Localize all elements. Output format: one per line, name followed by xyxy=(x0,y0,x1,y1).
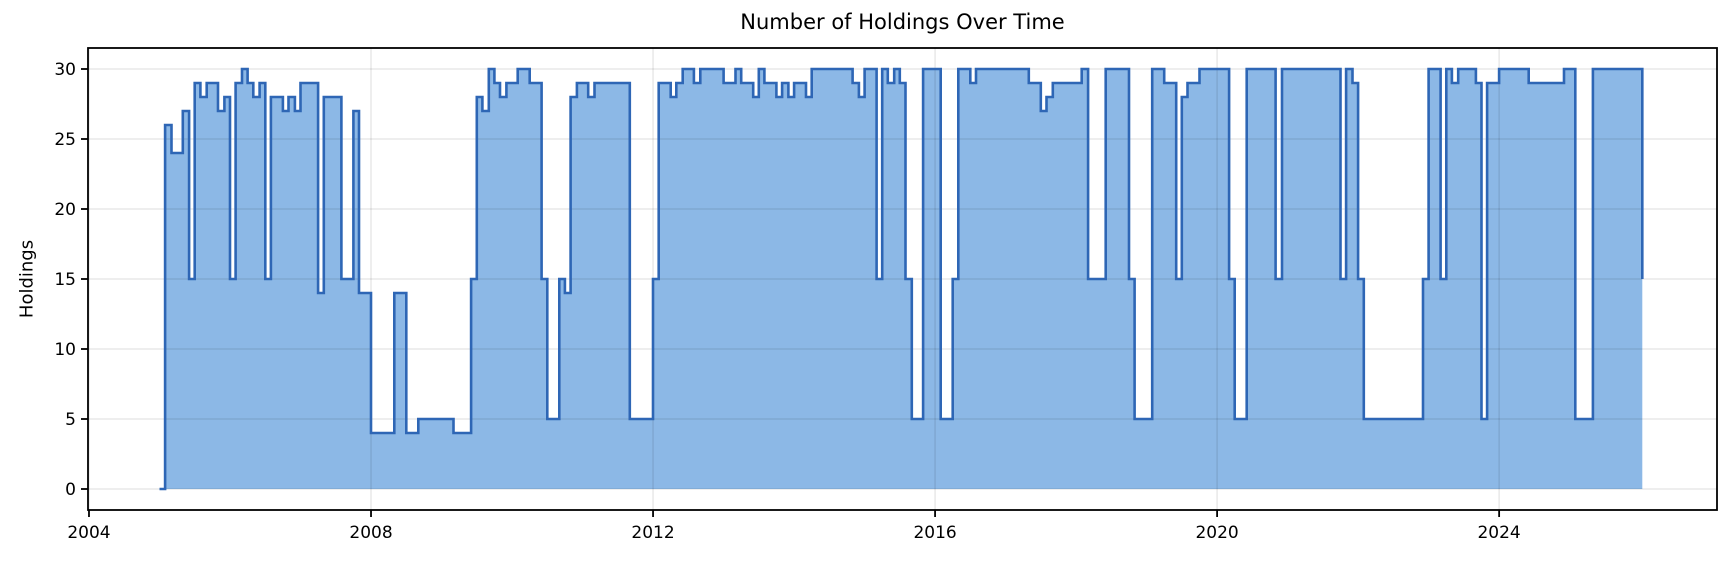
x-tick-label: 2016 xyxy=(913,523,956,543)
x-tick-label: 2004 xyxy=(67,523,110,543)
y-tick-label: 15 xyxy=(54,270,76,290)
y-tick-label: 30 xyxy=(54,60,76,80)
y-tick-label: 25 xyxy=(54,130,76,150)
y-axis-label: Holdings xyxy=(16,239,38,319)
y-tick-label: 10 xyxy=(54,340,76,360)
y-tick-label: 0 xyxy=(65,480,76,500)
x-tick-label: 2008 xyxy=(349,523,392,543)
x-tick-label: 2024 xyxy=(1477,523,1520,543)
x-tick-label: 2012 xyxy=(631,523,674,543)
x-tick-label: 2020 xyxy=(1195,523,1238,543)
y-tick-label: 5 xyxy=(65,410,76,430)
holdings-step-line xyxy=(159,67,1644,491)
holdings-area-fill xyxy=(159,69,1643,489)
y-tick-label: 20 xyxy=(54,200,76,220)
chart-title: Number of Holdings Over Time xyxy=(740,10,1065,34)
